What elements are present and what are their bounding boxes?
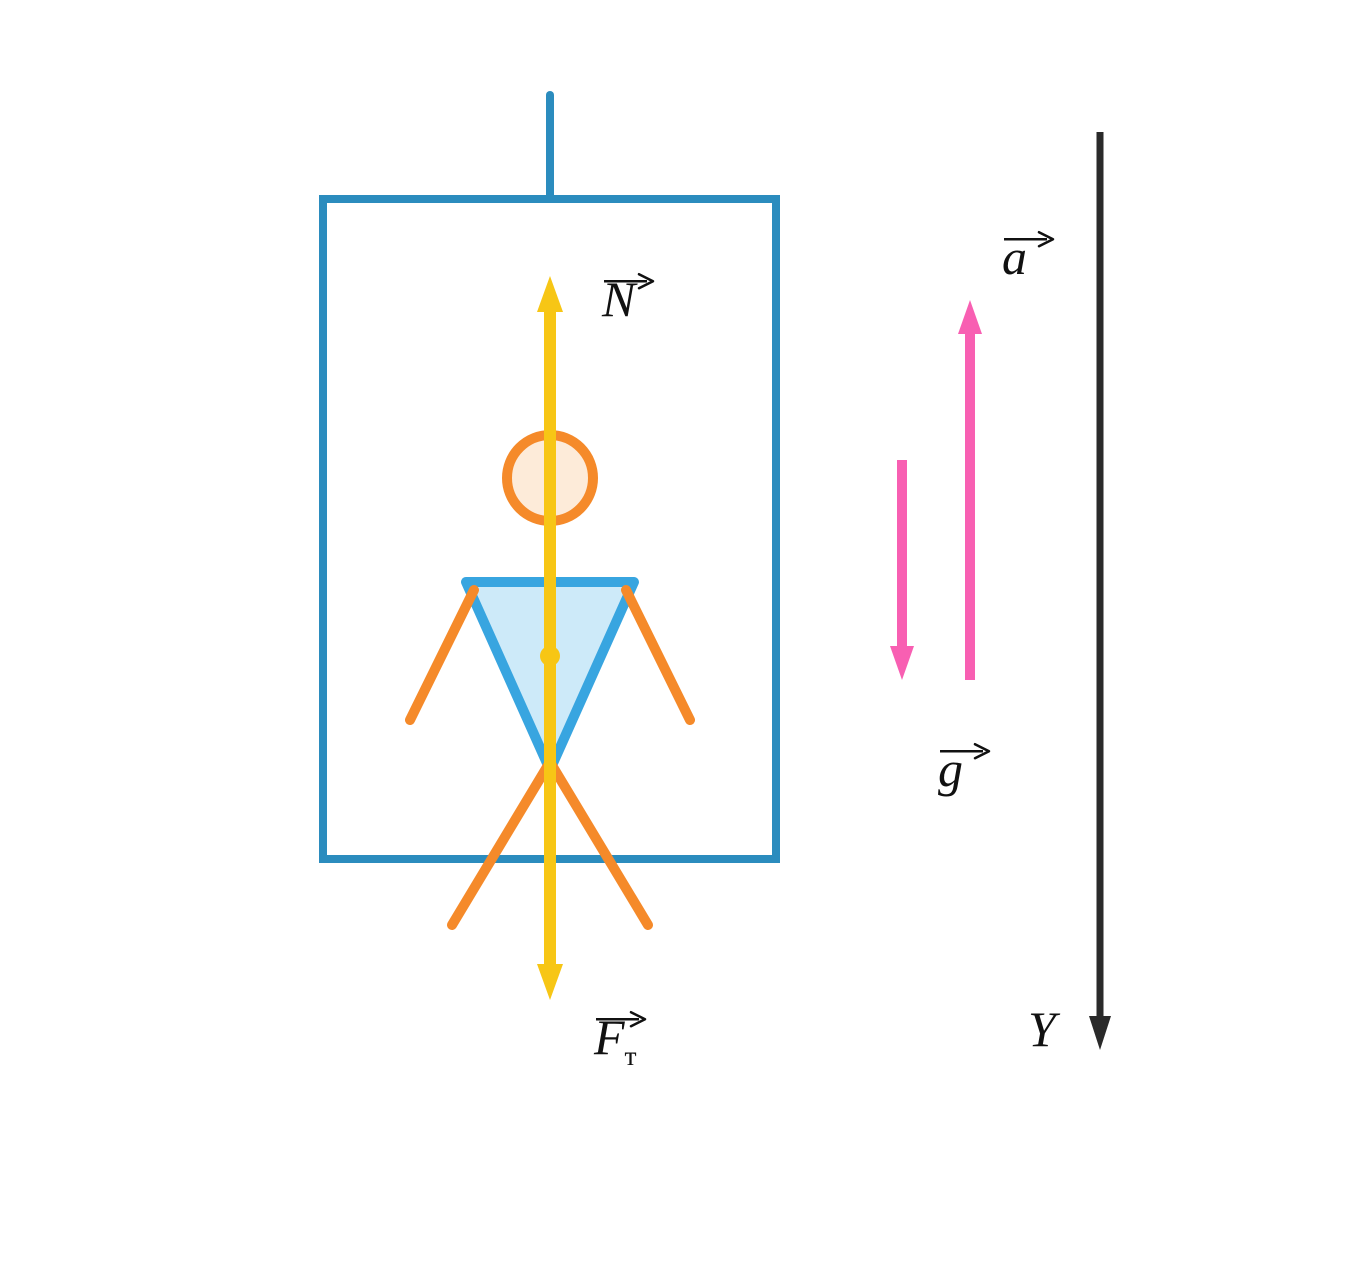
overarrow-g (938, 714, 993, 772)
overarrow-Ft (594, 982, 649, 1040)
label-Ft-sub: т (625, 1040, 637, 1071)
label-N: N (602, 270, 635, 328)
label-Y-letter: Y (1028, 1001, 1056, 1057)
label-g: g (938, 740, 963, 798)
diagram-canvas (0, 0, 1350, 1273)
label-a: a (1002, 228, 1027, 286)
center-of-mass-dot (540, 646, 560, 666)
overarrow-a (1002, 202, 1057, 260)
label-Y: Y (1028, 1000, 1056, 1058)
overarrow-N (602, 244, 657, 302)
label-Ft: Fт (594, 1008, 637, 1072)
